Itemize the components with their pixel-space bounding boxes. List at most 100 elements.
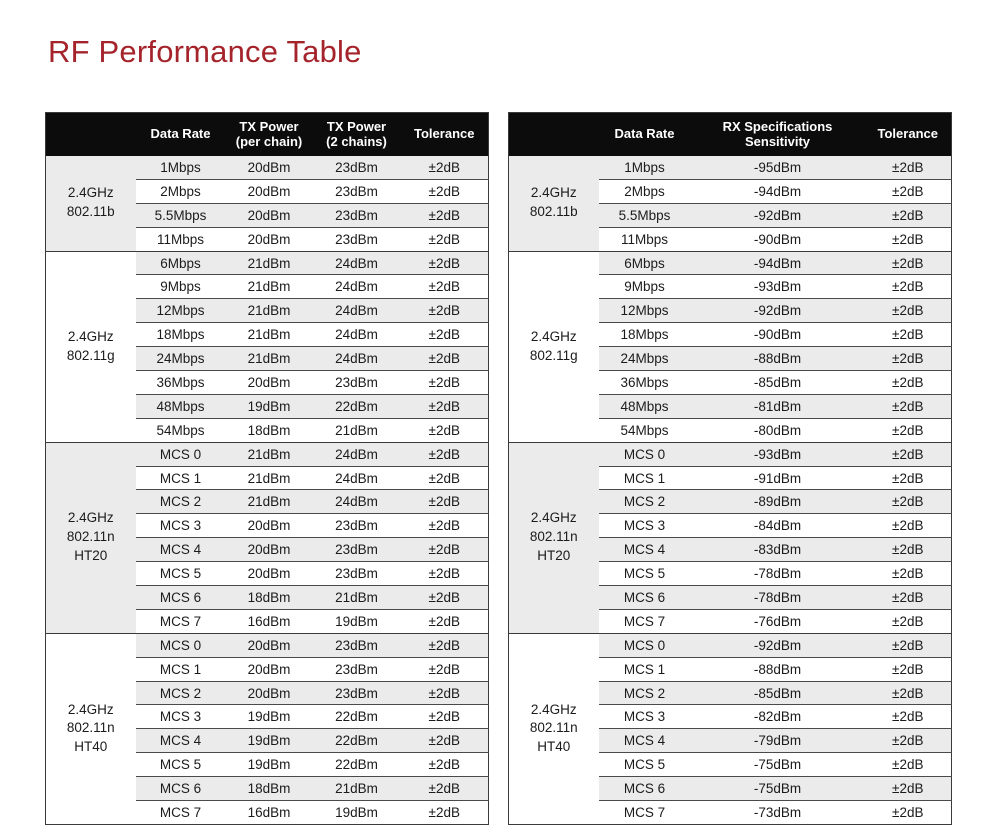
cell-tx-power-2-chains: 22dBm bbox=[312, 752, 401, 777]
cell-tx-power-2-chains: 23dBm bbox=[312, 178, 401, 204]
cell-tolerance: ±2dB bbox=[400, 704, 489, 729]
cell-tx-power-2-chains: 22dBm bbox=[312, 728, 401, 753]
cell-tx-power-2-chains: 24dBm bbox=[312, 274, 401, 299]
table-row: 36Mbps -85dBm ±2dB bbox=[508, 370, 952, 395]
cell-tolerance: ±2dB bbox=[864, 585, 952, 610]
cell-data-rate: 6Mbps bbox=[135, 250, 226, 275]
table-row: 12Mbps -92dBm ±2dB bbox=[508, 298, 952, 323]
table-row: 48Mbps -81dBm ±2dB bbox=[508, 393, 952, 419]
table-row: 2.4GHz 802.11n HT40 MCS 0 -92dBm ±2dB bbox=[508, 632, 952, 825]
cell-tolerance: ±2dB bbox=[400, 489, 489, 514]
table-row: 2.4GHz 802.11g 6Mbps -94dBm ±2dB bbox=[508, 250, 952, 443]
cell-data-rate: MCS 7 bbox=[598, 608, 691, 634]
cell-tx-power-per-chain: 20dBm bbox=[225, 178, 313, 204]
table-row: MCS 7 16dBm 19dBm ±2dB bbox=[45, 608, 489, 634]
cell-data-rate: 9Mbps bbox=[135, 274, 226, 299]
table-row: MCS 6 -75dBm ±2dB bbox=[508, 776, 952, 801]
table-row: MCS 7 -76dBm ±2dB bbox=[508, 608, 952, 634]
cell-rx-sensitivity: -94dBm bbox=[690, 178, 865, 204]
table-row: 2.4GHz 802.11n HT20 MCS 0 21dBm 24dBm ±2dB bbox=[45, 441, 489, 634]
cell-tx-power-per-chain: 20dBm bbox=[225, 680, 313, 705]
cell-tolerance: ±2dB bbox=[400, 178, 489, 204]
cell-tolerance: ±2dB bbox=[864, 178, 952, 204]
cell-tx-power-per-chain: 19dBm bbox=[225, 752, 313, 777]
cell-rx-sensitivity: -84dBm bbox=[690, 513, 865, 538]
cell-tolerance: ±2dB bbox=[864, 704, 952, 729]
cell-tx-power-2-chains: 22dBm bbox=[312, 704, 401, 729]
table-row: MCS 1 -88dBm ±2dB bbox=[508, 656, 952, 682]
cell-tx-power-2-chains: 19dBm bbox=[312, 800, 401, 825]
table-row: 5.5Mbps -92dBm ±2dB bbox=[508, 202, 952, 228]
header-row: Data Rate RX Specifications Sensitivity To… bbox=[508, 112, 952, 156]
table-row: MCS 4 -83dBm ±2dB bbox=[508, 537, 952, 562]
cell-tolerance: ±2dB bbox=[400, 585, 489, 610]
cell-tx-power-per-chain: 19dBm bbox=[225, 704, 313, 729]
cell-rx-sensitivity: -92dBm bbox=[690, 298, 865, 323]
cell-tx-power-per-chain: 21dBm bbox=[225, 274, 313, 299]
table-row: MCS 2 -85dBm ±2dB bbox=[508, 680, 952, 705]
cell-data-rate: MCS 7 bbox=[598, 800, 691, 825]
cell-tolerance: ±2dB bbox=[400, 776, 489, 801]
cell-data-rate: MCS 6 bbox=[598, 585, 691, 610]
table-row: MCS 1 21dBm 24dBm ±2dB bbox=[45, 465, 489, 490]
cell-tx-power-2-chains: 24dBm bbox=[312, 298, 401, 323]
table-row: 5.5Mbps 20dBm 23dBm ±2dB bbox=[45, 202, 489, 228]
cell-rx-sensitivity: -73dBm bbox=[690, 800, 865, 825]
column-header-tx-power-per-chain: TX Power (per chain) bbox=[235, 118, 303, 150]
cell-tx-power-2-chains: 19dBm bbox=[312, 608, 401, 634]
table-row: MCS 4 -79dBm ±2dB bbox=[508, 728, 952, 753]
cell-tx-power-2-chains: 23dBm bbox=[312, 632, 401, 658]
cell-tx-power-2-chains: 24dBm bbox=[312, 346, 401, 371]
cell-data-rate: MCS 3 bbox=[135, 513, 226, 538]
table-row: MCS 2 21dBm 24dBm ±2dB bbox=[45, 489, 489, 514]
band-group-label: 2.4GHz 802.11g bbox=[508, 250, 599, 443]
cell-data-rate: MCS 5 bbox=[135, 561, 226, 586]
table-row: MCS 7 16dBm 19dBm ±2dB bbox=[45, 800, 489, 825]
cell-tx-power-per-chain: 21dBm bbox=[225, 441, 313, 467]
cell-tolerance: ±2dB bbox=[864, 608, 952, 634]
cell-data-rate: MCS 3 bbox=[598, 704, 691, 729]
cell-tx-power-2-chains: 23dBm bbox=[312, 513, 401, 538]
cell-data-rate: MCS 1 bbox=[135, 465, 226, 490]
cell-tx-power-per-chain: 16dBm bbox=[225, 800, 313, 825]
cell-rx-sensitivity: -92dBm bbox=[690, 202, 865, 228]
cell-data-rate: MCS 6 bbox=[135, 776, 226, 801]
cell-tolerance: ±2dB bbox=[864, 680, 952, 705]
cell-rx-sensitivity: -85dBm bbox=[690, 370, 865, 395]
cell-rx-sensitivity: -92dBm bbox=[690, 632, 865, 658]
table-row: 2.4GHz 802.11n HT40 MCS 0 20dBm 23dBm ±2dB bbox=[45, 632, 489, 825]
cell-tx-power-per-chain: 20dBm bbox=[225, 226, 313, 252]
cell-data-rate: MCS 4 bbox=[598, 728, 691, 753]
cell-data-rate: 2Mbps bbox=[135, 178, 226, 204]
cell-tolerance: ±2dB bbox=[864, 800, 952, 825]
cell-data-rate: MCS 2 bbox=[598, 680, 691, 705]
cell-data-rate: MCS 1 bbox=[135, 656, 226, 682]
cell-tolerance: ±2dB bbox=[400, 656, 489, 682]
rx-sensitivity-table: Data Rate RX Specifications Sensitivity To… bbox=[508, 112, 952, 825]
cell-tx-power-2-chains: 24dBm bbox=[312, 250, 401, 275]
cell-rx-sensitivity: -83dBm bbox=[690, 537, 865, 562]
cell-tolerance: ±2dB bbox=[400, 274, 489, 299]
cell-data-rate: MCS 5 bbox=[135, 752, 226, 777]
cell-tx-power-per-chain: 21dBm bbox=[225, 465, 313, 490]
table-row: MCS 5 20dBm 23dBm ±2dB bbox=[45, 561, 489, 586]
cell-tolerance: ±2dB bbox=[864, 537, 952, 562]
cell-data-rate: MCS 3 bbox=[598, 513, 691, 538]
cell-rx-sensitivity: -91dBm bbox=[690, 465, 865, 490]
cell-tolerance: ±2dB bbox=[864, 250, 952, 275]
table-row: 18Mbps 21dBm 24dBm ±2dB bbox=[45, 322, 489, 347]
cell-data-rate: 18Mbps bbox=[598, 322, 691, 347]
cell-data-rate: 9Mbps bbox=[598, 274, 691, 299]
cell-tolerance: ±2dB bbox=[400, 465, 489, 490]
cell-tolerance: ±2dB bbox=[864, 561, 952, 586]
table-row: MCS 5 -75dBm ±2dB bbox=[508, 752, 952, 777]
cell-data-rate: MCS 5 bbox=[598, 561, 691, 586]
column-header-tolerance: Tolerance bbox=[877, 126, 938, 142]
cell-tolerance: ±2dB bbox=[864, 465, 952, 490]
table-row: 2Mbps -94dBm ±2dB bbox=[508, 178, 952, 204]
cell-tx-power-2-chains: 23dBm bbox=[312, 656, 401, 682]
cell-tolerance: ±2dB bbox=[864, 776, 952, 801]
cell-data-rate: MCS 1 bbox=[598, 656, 691, 682]
cell-tolerance: ±2dB bbox=[892, 159, 924, 175]
cell-data-rate: MCS 4 bbox=[135, 537, 226, 562]
